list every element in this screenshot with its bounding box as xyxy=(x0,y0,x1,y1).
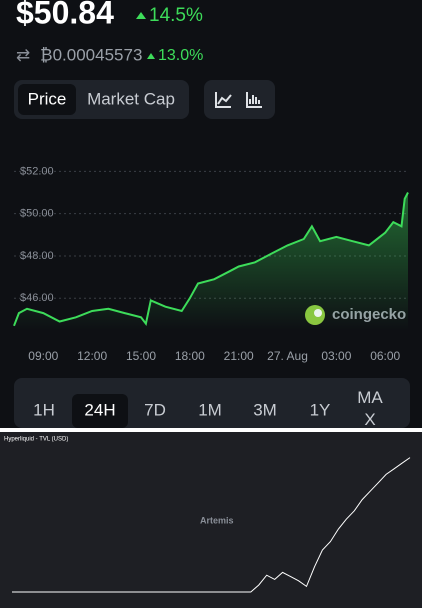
watermark: Artemis xyxy=(200,515,234,525)
line-icon[interactable] xyxy=(215,92,232,108)
range-button[interactable]: MA X xyxy=(357,388,383,429)
chart-title: Hyperliquid - TVL (USD) xyxy=(4,437,68,443)
tab[interactable]: Market Cap xyxy=(87,89,175,108)
candle-icon[interactable] xyxy=(246,92,262,108)
y-tick-label: $52.00 xyxy=(20,165,54,177)
tab[interactable]: Price xyxy=(28,89,67,108)
chart-type-group xyxy=(204,80,275,119)
line xyxy=(12,457,411,593)
x-tick-label: 12:00 xyxy=(77,349,107,363)
btc-change: 13.0% xyxy=(158,47,203,64)
x-tick-label: 09:00 xyxy=(28,349,58,363)
range-selected xyxy=(72,394,128,428)
x-tick-label: 03:00 xyxy=(321,349,351,363)
range-button[interactable]: 24H xyxy=(84,400,115,419)
x-tick-label: 06:00 xyxy=(370,349,400,363)
range-button[interactable]: 3M xyxy=(253,400,277,419)
y-tick-label: $48.00 xyxy=(20,250,54,262)
bottom-panel xyxy=(0,432,422,608)
btc-price: ₿0.00045573 xyxy=(40,45,142,64)
tab-selected xyxy=(18,84,76,115)
range-button[interactable]: 1H xyxy=(33,400,55,419)
price: $50.84 xyxy=(16,0,114,30)
x-tick-label: 18:00 xyxy=(175,349,205,363)
swap-icon: ⇄ xyxy=(16,45,30,64)
up-icon xyxy=(136,12,146,19)
range-button[interactable]: 1Y xyxy=(310,400,331,419)
x-tick-label: 27. Aug xyxy=(267,349,308,363)
y-tick-label: $46.00 xyxy=(20,292,54,304)
up-icon xyxy=(147,53,155,59)
price-change: 14.5% xyxy=(149,5,203,26)
line xyxy=(13,192,409,327)
area xyxy=(14,192,408,330)
y-tick-label: $50.00 xyxy=(20,208,54,220)
x-tick-label: 15:00 xyxy=(126,349,156,363)
x-tick-label: 21:00 xyxy=(224,349,254,363)
range-button[interactable]: 1M xyxy=(198,400,222,419)
range-button[interactable]: 7D xyxy=(144,400,166,419)
